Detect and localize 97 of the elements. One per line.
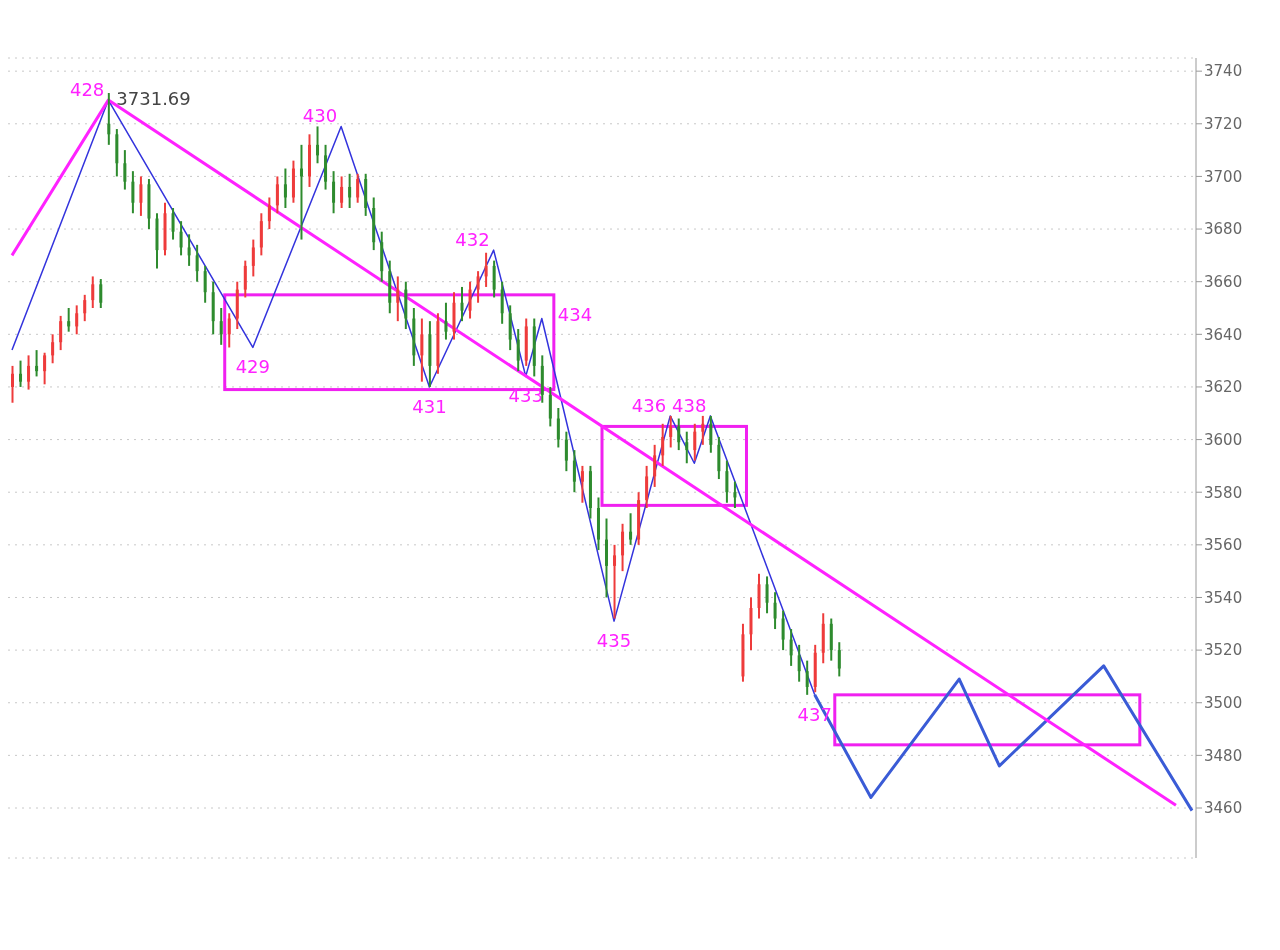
candlestick [35, 349, 39, 378]
y-tick-label: 3740 [1204, 62, 1243, 81]
candlestick [781, 609, 785, 652]
candlestick [444, 301, 448, 341]
candlestick [59, 314, 63, 352]
candlestick [693, 422, 697, 462]
candlestick [709, 414, 713, 454]
candlestick [139, 175, 143, 217]
candlestick [516, 328, 520, 373]
candlestick [773, 591, 777, 631]
annotation: 3731.69 [116, 88, 191, 110]
candlestick [765, 575, 769, 615]
candlestick [805, 659, 809, 696]
candlestick [645, 464, 649, 509]
candlestick [107, 92, 111, 146]
y-tick-label: 3700 [1204, 167, 1243, 186]
y-tick-label: 3500 [1204, 694, 1243, 713]
candlestick [308, 133, 311, 188]
y-tick-label: 3640 [1204, 325, 1243, 344]
candlestick [396, 275, 400, 323]
candlestick [43, 351, 47, 386]
candlestick [227, 312, 231, 349]
candlestick [131, 170, 135, 215]
candlestick [27, 354, 31, 391]
candlestick [348, 172, 352, 209]
candlestick [605, 517, 608, 599]
candlestick [492, 259, 496, 299]
candlestick [500, 280, 504, 325]
candlestick [556, 407, 560, 449]
candlestick [564, 430, 568, 473]
annotation: 436 [631, 394, 667, 416]
candlestick [476, 270, 480, 304]
candlestick [580, 464, 584, 504]
annotation: 430 [302, 105, 338, 127]
y-tick-label: 3680 [1204, 220, 1243, 239]
candlestick [797, 643, 801, 683]
candlestick [251, 238, 255, 278]
candlestick [195, 243, 199, 283]
y-tick-label: 3520 [1204, 641, 1243, 660]
y-tick-label: 3460 [1204, 799, 1243, 818]
annotation: 431 [412, 395, 447, 417]
candlestick [356, 172, 360, 204]
candlestick [19, 359, 23, 388]
candlestick [203, 264, 207, 304]
candlestick [548, 385, 552, 428]
candlestick [67, 307, 71, 333]
y-tick-label: 3560 [1204, 536, 1243, 555]
candlestick [572, 449, 576, 494]
candlestick [420, 317, 424, 383]
y-tick-label: 3720 [1204, 115, 1243, 134]
annotation: 434 [557, 303, 593, 325]
y-tick-label: 3620 [1204, 378, 1243, 397]
y-tick-label: 3660 [1204, 273, 1243, 292]
annotation: 432 [455, 229, 490, 251]
annotation: 435 [596, 630, 632, 652]
candlestick [725, 459, 729, 504]
candlestick [283, 167, 287, 209]
candlestick [789, 628, 793, 667]
candlestick [179, 220, 183, 257]
candlestick [653, 443, 657, 488]
candlestick [243, 259, 247, 299]
annotation: 428 [69, 79, 105, 101]
candlestick [685, 430, 689, 465]
candlestick [275, 175, 279, 215]
candlestick [661, 422, 665, 467]
candlestick [83, 293, 87, 323]
y-tick-label: 3540 [1204, 588, 1243, 607]
candlestick [340, 175, 344, 209]
candlestick [91, 275, 95, 309]
annotation: 429 [235, 356, 270, 378]
candlestick [75, 304, 79, 336]
candlestick [757, 572, 761, 620]
annotation: 438 [672, 394, 707, 416]
candlestick [316, 125, 320, 165]
candlestick [677, 417, 681, 452]
candlestick [123, 149, 127, 191]
candlestick [51, 333, 55, 365]
candlestick [187, 233, 191, 267]
candlestick [332, 170, 336, 215]
candlestick [460, 285, 464, 323]
candlestick [484, 251, 488, 288]
candlestick [669, 414, 673, 449]
candlestick [468, 280, 472, 320]
candlestick [701, 414, 705, 446]
candlestick [733, 480, 737, 509]
candlestick [629, 512, 633, 546]
candlestick [171, 207, 175, 241]
candlestick [613, 543, 617, 620]
y-tick-label: 3600 [1204, 430, 1243, 449]
y-tick-label: 3580 [1204, 483, 1243, 502]
y-tick-label: 3480 [1204, 746, 1243, 765]
candlestick [837, 641, 841, 678]
candlestick [99, 278, 103, 309]
candlestick [621, 522, 625, 573]
candlestick [267, 196, 271, 231]
candlestick [11, 364, 14, 404]
candlestick [219, 307, 223, 346]
